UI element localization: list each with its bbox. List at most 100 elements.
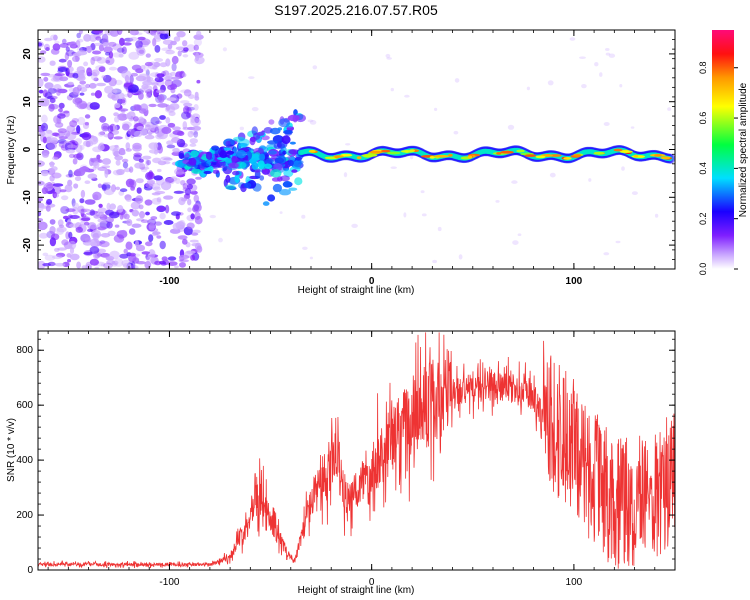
spectrogram-cell bbox=[83, 251, 93, 255]
spectrogram-cell bbox=[128, 254, 137, 263]
spectrogram-cell bbox=[109, 30, 119, 37]
spectrogram-cell bbox=[122, 123, 130, 131]
spectrogram-cell bbox=[183, 89, 192, 97]
spectrogram-cell bbox=[62, 215, 69, 220]
spectrogram-cell bbox=[38, 197, 44, 202]
spectrogram-cell bbox=[155, 120, 162, 125]
spectrogram-cell bbox=[80, 189, 86, 199]
spectrogram-cell bbox=[136, 218, 145, 222]
spectrogram-cell bbox=[129, 30, 139, 36]
spectrogram-cell bbox=[97, 207, 107, 214]
spectrogram-cell bbox=[68, 223, 80, 228]
spectrogram-cell bbox=[117, 108, 129, 112]
spectrogram-cell bbox=[191, 125, 202, 131]
spectrogram-cell bbox=[53, 34, 58, 41]
spectrogram-cell bbox=[61, 239, 69, 246]
spectrogram-cell bbox=[145, 53, 151, 58]
spectrogram-cell bbox=[105, 52, 111, 56]
spectrogram-cell bbox=[222, 47, 227, 52]
spectrogram-cell bbox=[90, 71, 98, 81]
spectrogram-cell bbox=[163, 157, 173, 161]
spectrogram-cell bbox=[52, 43, 61, 51]
spectrogram-cell bbox=[380, 149, 391, 153]
spectrogram-y-axis-label: Frequency (Hz) bbox=[6, 116, 17, 185]
spectrogram-cell bbox=[107, 30, 113, 36]
spectrogram-cell bbox=[162, 39, 174, 45]
spectrogram-cell bbox=[49, 219, 56, 225]
spectrogram-cell bbox=[193, 204, 200, 212]
spectrogram-cell bbox=[152, 157, 162, 164]
spectrogram-cell bbox=[98, 66, 106, 73]
spectrogram-cell bbox=[76, 261, 81, 269]
spectrogram-cell bbox=[156, 235, 162, 239]
spectrogram-cell bbox=[182, 121, 188, 130]
spectrogram-cell bbox=[193, 194, 200, 203]
spectrogram-cell bbox=[83, 61, 89, 67]
spectrogram-cell bbox=[49, 60, 56, 66]
spectrogram-cell bbox=[619, 84, 623, 88]
spectrogram-cell bbox=[239, 126, 244, 131]
colorbar-tick-label: 0.2 bbox=[698, 212, 708, 225]
spectrogram-cell bbox=[156, 73, 165, 78]
spectrogram-cell bbox=[85, 140, 91, 148]
spectrogram-cell bbox=[390, 87, 394, 92]
spectrogram-cell bbox=[168, 111, 176, 117]
spectrogram-cell bbox=[46, 129, 53, 134]
spectrogram-cell bbox=[58, 224, 65, 228]
spectrogram-cell bbox=[133, 154, 142, 161]
spectrogram-cell bbox=[79, 144, 85, 151]
spectrogram-cell bbox=[183, 47, 189, 52]
spectrogram-cell bbox=[243, 182, 252, 188]
spectrogram-cell bbox=[150, 216, 158, 220]
spectrogram-cell bbox=[76, 32, 81, 39]
spectrogram-cell bbox=[135, 244, 146, 252]
spectrogram-cell bbox=[113, 124, 118, 133]
spectrogram-cell bbox=[129, 252, 136, 257]
spectrogram-cell bbox=[98, 44, 104, 52]
spectrogram-cell bbox=[102, 42, 109, 47]
spectrogram-cell bbox=[67, 259, 71, 263]
spectrogram-cell bbox=[181, 111, 191, 120]
spectrogram-y-ticks: -20 -10 0 10 20 bbox=[22, 29, 675, 270]
spectrogram-cell bbox=[667, 107, 672, 111]
spectrogram-cell bbox=[309, 120, 317, 125]
spectrogram-cell bbox=[159, 212, 166, 220]
spectrogram-cell bbox=[43, 43, 50, 51]
spectrogram-cell bbox=[163, 75, 170, 81]
spectrogram-cell bbox=[152, 231, 161, 236]
spectrogram-cell bbox=[171, 62, 177, 72]
snr-x-axis-label: Height of straight line (km) bbox=[298, 585, 415, 596]
spectrogram-cell bbox=[140, 168, 148, 173]
spectrogram-cell bbox=[301, 214, 306, 219]
spectrogram-cell bbox=[203, 170, 212, 175]
spectrogram-cell bbox=[38, 56, 46, 63]
spectrogram-cell bbox=[73, 153, 82, 159]
spectrogram-cell bbox=[190, 213, 195, 220]
spectrogram-cell bbox=[159, 62, 168, 68]
spectrogram-cell bbox=[103, 46, 113, 54]
spectrogram-cell bbox=[248, 76, 255, 79]
spectrogram-cell bbox=[507, 124, 515, 130]
spectrogram-cell bbox=[154, 45, 161, 53]
spectrogram-cell bbox=[603, 252, 610, 256]
spectrogram-cell bbox=[453, 130, 459, 135]
spectrogram-cell bbox=[66, 125, 76, 133]
spectrogram-cell bbox=[108, 66, 118, 71]
spectrogram-cell bbox=[109, 250, 120, 260]
spectrogram-cell bbox=[180, 100, 190, 104]
spectrogram-cell bbox=[186, 250, 196, 255]
spectrogram-cell bbox=[103, 133, 115, 138]
spectrogram-cell bbox=[79, 87, 88, 93]
spectrogram-heatmap bbox=[38, 30, 675, 269]
spectrogram-cell bbox=[216, 160, 226, 168]
spectrogram-cell bbox=[312, 65, 318, 70]
spectrogram-cell bbox=[179, 262, 186, 268]
spectrogram-cell bbox=[579, 56, 586, 59]
spectrogram-cell bbox=[251, 161, 259, 170]
spectrogram-cell bbox=[191, 232, 199, 236]
spectrogram-cell bbox=[59, 76, 69, 82]
spectrogram-cell bbox=[363, 154, 373, 158]
spectrogram-cell bbox=[132, 145, 142, 152]
spectrogram-cell bbox=[49, 97, 56, 104]
spectrogram-cell bbox=[58, 102, 65, 109]
